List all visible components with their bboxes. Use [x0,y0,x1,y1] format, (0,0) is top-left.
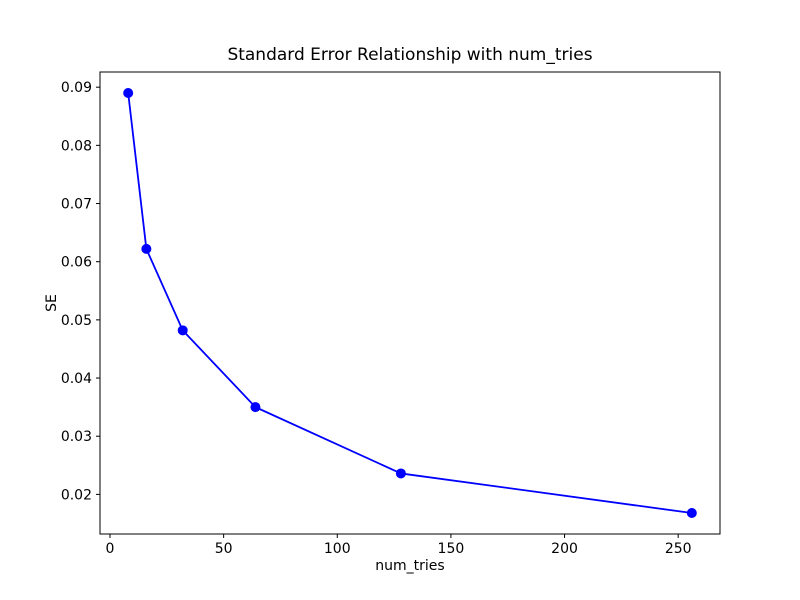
y-tick-label: 0.06 [61,255,92,271]
x-tick-label: 100 [324,541,351,557]
x-tick-label: 0 [106,541,115,557]
y-tick-label: 0.05 [61,313,92,329]
x-tick-label: 250 [665,541,692,557]
plot-border [99,71,721,535]
data-line [127,92,693,514]
chart-title: Standard Error Relationship with num_tri… [227,45,593,65]
data-point [395,468,406,479]
y-tick-label: 0.08 [61,138,92,154]
data-point [141,243,152,254]
x-tick-label: 150 [438,541,465,557]
data-point [123,88,134,98]
y-tick-label: 0.04 [61,371,92,387]
data-point [250,402,261,413]
y-tick-label: 0.07 [61,197,92,213]
data-point [177,325,188,336]
y-tick-label: 0.09 [61,80,92,96]
x-tick-label: 50 [215,541,233,557]
y-tick-label: 0.02 [61,487,92,503]
data-point [686,508,697,518]
y-axis-label: SE [44,294,60,312]
x-tick-label: 200 [551,541,578,557]
x-axis-label: num_tries [375,558,445,574]
y-tick-label: 0.03 [61,429,92,445]
